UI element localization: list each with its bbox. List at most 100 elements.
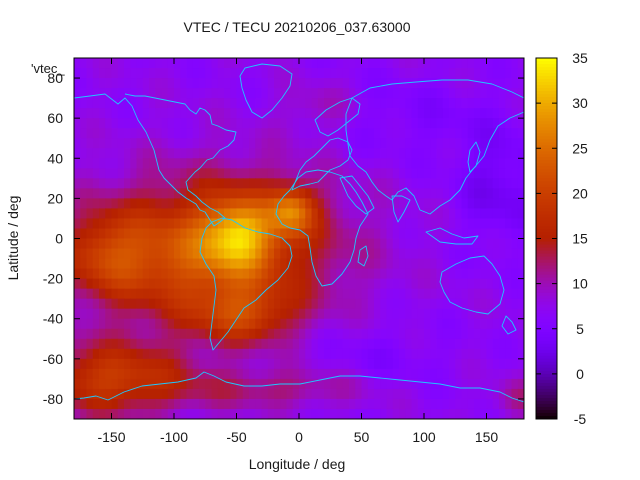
heatmap-cell — [161, 278, 169, 290]
heatmap-cell — [255, 338, 263, 350]
heatmap-cell — [167, 168, 175, 179]
heatmap-cell — [92, 168, 100, 179]
heatmap-cell — [474, 228, 481, 240]
heatmap-cell — [230, 168, 238, 179]
heatmap-cell — [80, 248, 88, 260]
heatmap-cell — [399, 328, 406, 340]
heatmap-cell — [142, 68, 150, 79]
heatmap-cell — [286, 208, 294, 220]
heatmap-cell — [442, 298, 450, 310]
heatmap-cell — [236, 258, 244, 270]
heatmap-cell — [349, 268, 356, 280]
heatmap-cell — [367, 358, 375, 370]
heatmap-cell — [511, 378, 519, 390]
colorbar-segment — [536, 226, 557, 231]
heatmap-cell — [167, 218, 175, 230]
heatmap-cell — [224, 88, 231, 99]
heatmap-cell — [436, 348, 444, 360]
heatmap-cell — [280, 118, 288, 129]
heatmap-cell — [324, 268, 331, 280]
heatmap-cell — [211, 288, 219, 300]
heatmap-cell — [317, 58, 325, 69]
heatmap-cell — [261, 408, 269, 419]
heatmap-cell — [211, 188, 219, 199]
heatmap-cell — [149, 328, 156, 340]
x-tick-label: -50 — [226, 429, 246, 445]
heatmap-cell — [286, 398, 294, 410]
heatmap-cell — [255, 328, 263, 340]
heatmap-cell — [130, 198, 138, 210]
colorbar-segment — [536, 175, 557, 179]
heatmap-cell — [74, 178, 81, 189]
heatmap-cell — [174, 198, 181, 210]
heatmap-cell — [392, 268, 400, 280]
heatmap-cell — [492, 208, 500, 220]
heatmap-cell — [255, 348, 263, 360]
heatmap-cell — [236, 178, 244, 189]
heatmap-cell — [299, 148, 306, 159]
heatmap-cell — [242, 228, 250, 240]
heatmap-cell — [405, 238, 413, 250]
colorbar-segment — [536, 85, 557, 89]
heatmap-cell — [474, 318, 481, 330]
heatmap-cell — [161, 318, 169, 330]
heatmap-cell — [455, 148, 463, 159]
heatmap-cell — [199, 368, 206, 380]
heatmap-cell — [424, 158, 431, 169]
heatmap-cell — [211, 218, 219, 230]
heatmap-cell — [399, 338, 406, 350]
heatmap-cell — [436, 138, 444, 149]
heatmap-cell — [417, 378, 425, 390]
heatmap-cell — [505, 178, 513, 189]
heatmap-cell — [317, 358, 325, 370]
heatmap-cell — [167, 378, 175, 390]
heatmap-cell — [355, 208, 363, 220]
heatmap-cell — [92, 88, 100, 99]
heatmap-cell — [355, 268, 363, 280]
heatmap-cell — [517, 88, 524, 99]
heatmap-cell — [517, 188, 524, 199]
heatmap-cell — [205, 378, 213, 390]
heatmap-cell — [436, 308, 444, 320]
heatmap-cell — [336, 278, 344, 290]
heatmap-cell — [461, 388, 469, 400]
heatmap-cell — [217, 208, 225, 220]
heatmap-cell — [86, 118, 94, 129]
heatmap-cell — [111, 318, 119, 330]
heatmap-cell — [317, 158, 325, 169]
heatmap-cell — [486, 198, 494, 210]
heatmap-cell — [205, 118, 213, 129]
colorbar-segment — [536, 337, 557, 342]
heatmap-cell — [349, 338, 356, 350]
heatmap-cell — [249, 388, 256, 400]
heatmap-cell — [511, 108, 519, 119]
heatmap-cell — [255, 88, 263, 99]
heatmap-cell — [242, 188, 250, 199]
heatmap-cell — [142, 58, 150, 69]
heatmap-cell — [274, 398, 281, 410]
heatmap-cell — [99, 258, 106, 270]
heatmap-cell — [355, 398, 363, 410]
heatmap-cell — [299, 218, 306, 230]
heatmap-cell — [474, 138, 481, 149]
heatmap-cell — [80, 348, 88, 360]
heatmap-cell — [480, 388, 488, 400]
heatmap-cell — [180, 148, 188, 159]
heatmap-cell — [180, 338, 188, 350]
heatmap-cell — [255, 398, 263, 410]
x-tick-label: 50 — [354, 429, 370, 445]
heatmap-cell — [361, 338, 369, 350]
heatmap-cell — [142, 158, 150, 169]
heatmap-cell — [467, 268, 475, 280]
heatmap-cell — [274, 268, 281, 280]
heatmap-cell — [449, 298, 456, 310]
heatmap-cell — [249, 108, 256, 119]
heatmap-cell — [224, 118, 231, 129]
heatmap-cell — [417, 198, 425, 210]
heatmap-cell — [311, 168, 319, 179]
heatmap-cell — [274, 358, 281, 370]
heatmap-cell — [261, 118, 269, 129]
heatmap-cell — [167, 268, 175, 280]
heatmap-cell — [199, 338, 206, 350]
heatmap-cell — [455, 198, 463, 210]
